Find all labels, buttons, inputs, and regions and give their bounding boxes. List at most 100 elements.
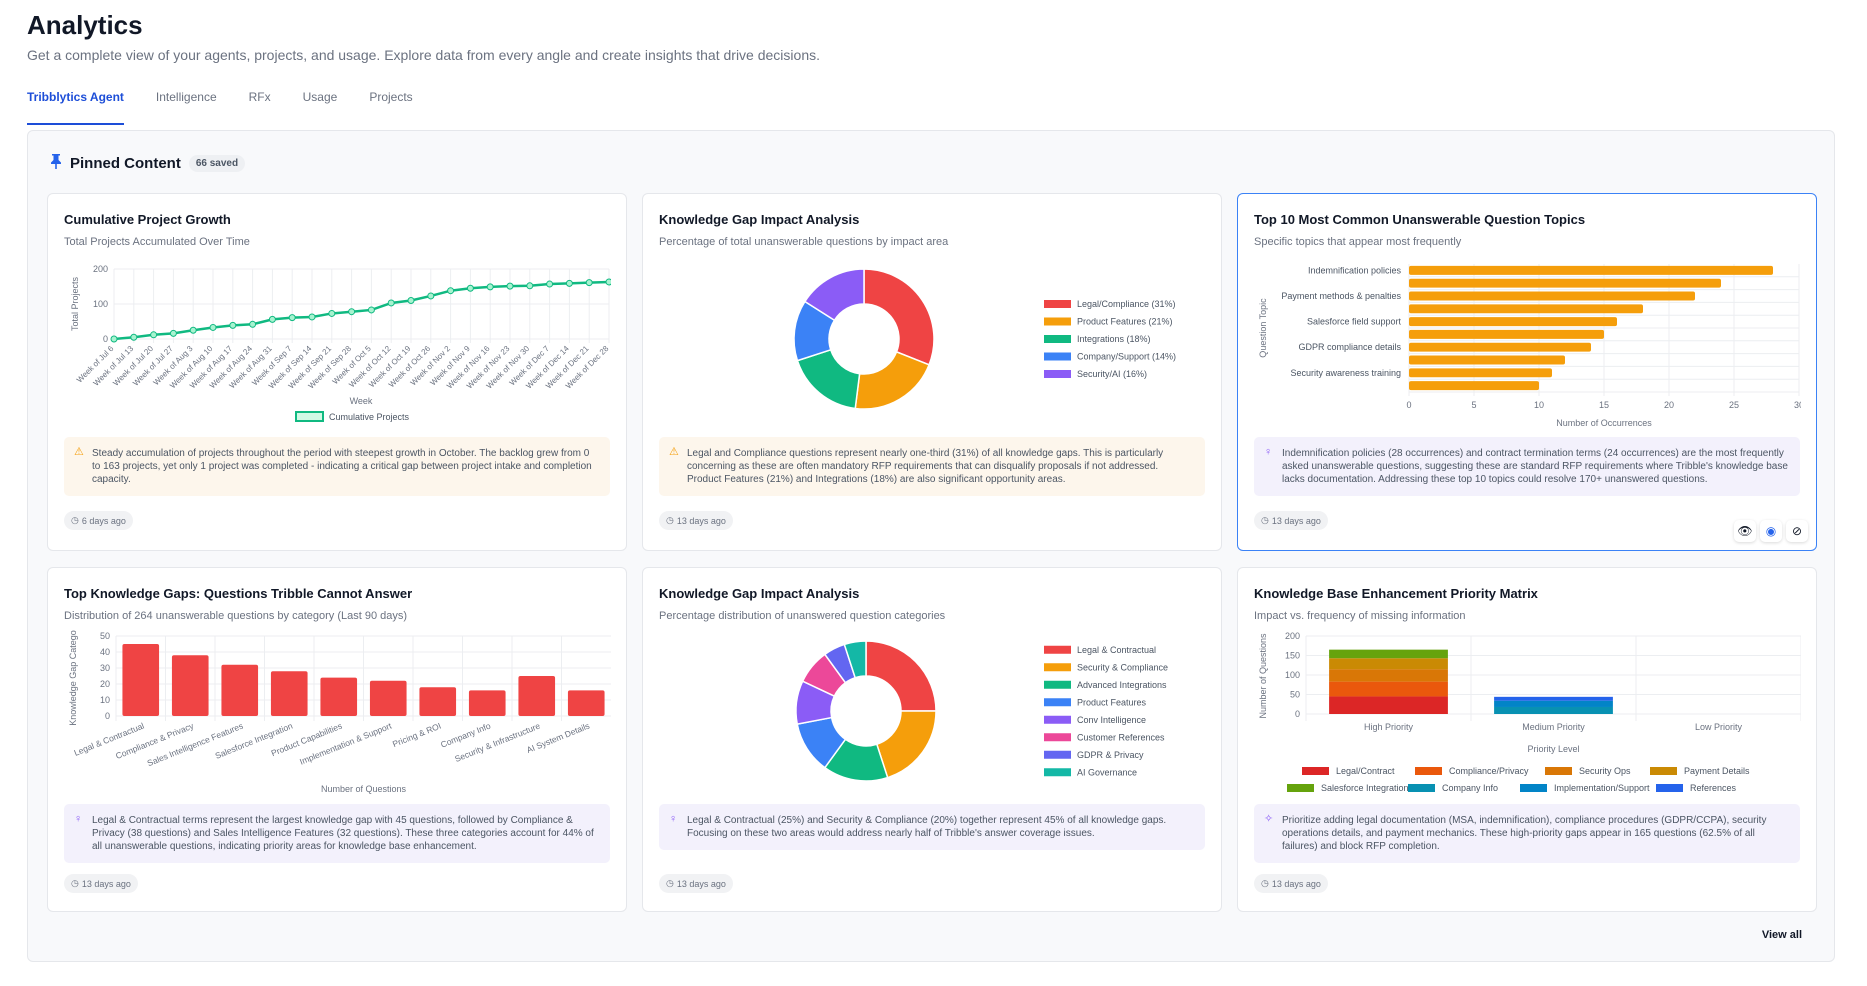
y-axis-label: Question Topic [1258,298,1268,358]
insight-box: ♀ Legal & Contractual (25%) and Security … [659,804,1205,850]
bar [1409,381,1539,391]
unpin-button[interactable]: ⊘ [1786,520,1808,542]
legend-swatch [295,411,324,422]
legend-label: Compliance/Privacy [1449,766,1529,776]
chart-card[interactable]: Top 10 Most Common Unanswerable Question… [1237,193,1817,551]
chart-card[interactable]: Top Knowledge Gaps: Questions Tribble Ca… [47,567,627,912]
saved-count-badge: 66 saved [188,155,246,172]
legend-swatch [1044,300,1071,308]
data-point [605,278,611,286]
legend-label: GDPR & Privacy [1077,750,1144,760]
y-tick-label: Salesforce field support [1307,317,1402,327]
data-point [169,329,177,337]
y-tick-label: GDPR compliance details [1298,342,1401,352]
card-title: Knowledge Gap Impact Analysis [659,586,860,601]
sparkle-icon: ✧ [1264,813,1274,825]
y-axis-label: Total Projects [70,276,80,331]
x-tick-label: 25 [1729,400,1739,410]
y-tick-label: Security awareness training [1290,368,1401,378]
legend-label: Legal & Contractual [1077,645,1156,655]
insight-box: ♀ Indemnification policies (28 occurrence… [1254,437,1800,496]
eye-button[interactable]: 👁 [1734,520,1756,542]
legend-swatch [1520,784,1547,792]
legend-label: Security/AI (16%) [1077,369,1147,379]
unpin-icon: ⊘ [1791,524,1803,538]
y-tick-label: 40 [100,647,110,657]
data-point [209,323,217,331]
data-point [447,287,455,295]
tab-projects[interactable]: Projects [369,90,413,104]
view-all-link[interactable]: View all [1761,929,1802,941]
card-subtitle: Percentage of total unanswerable questio… [659,236,949,248]
clock-icon: ◷ [666,878,674,888]
globe-button[interactable]: ◉ [1760,520,1782,542]
y-axis-label: Knowledge Gap Catego [68,630,78,726]
tab-rfx[interactable]: RFx [248,90,271,104]
data-point [526,282,534,290]
chart-card[interactable]: Cumulative Project Growth Total Projects… [47,193,627,551]
legend-label: Company/Support (14%) [1077,352,1176,362]
insight-text: Prioritize adding legal documentation (M… [1282,815,1767,852]
insight-text: Legal & Contractual terms represent the … [92,815,594,852]
bar [171,655,209,716]
clock-icon: ◷ [71,878,79,888]
timestamp-badge: ◷ 6 days ago [64,511,133,530]
card-subtitle: Total Projects Accumulated Over Time [64,236,250,248]
legend-swatch [1044,698,1071,707]
bar [518,676,556,716]
bar [567,690,605,716]
timestamp-text: 13 days ago [81,878,131,889]
x-tick-label: 0 [1406,400,1411,410]
bar [468,690,506,716]
card-title: Top 10 Most Common Unanswerable Question… [1254,212,1586,227]
clock-icon: ◷ [666,515,674,525]
stacked-bar-segment [1329,696,1448,714]
x-axis-label: Week [350,396,373,406]
globe-icon: ◉ [1765,524,1777,538]
legend-label: Legal/Compliance (31%) [1077,299,1176,309]
lightbulb-icon: ♀ [1264,446,1273,458]
chart-card[interactable]: Knowledge Gap Impact Analysis Percentage… [642,193,1222,551]
data-point [506,282,514,290]
data-point [387,299,395,307]
card-title: Cumulative Project Growth [64,212,231,227]
x-tick-label: Implementation & Support [298,720,393,766]
data-point [249,320,257,328]
data-point [150,331,158,339]
legend-label: References [1690,783,1737,793]
legend-swatch [1287,784,1314,792]
y-axis-label: Number of Questions [1258,633,1268,719]
chart-card[interactable]: Knowledge Gap Impact Analysis Percentage… [642,567,1222,912]
bar [270,671,308,716]
timestamp-text: 13 days ago [1271,878,1321,889]
data-point [130,333,138,341]
tab-tribblytics-agent[interactable]: Tribblytics Agent [27,86,140,125]
legend-label: Implementation/Support [1554,783,1650,793]
tab-intelligence[interactable]: Intelligence [155,90,217,104]
data-point [427,292,435,300]
y-tick-label: 50 [100,631,110,641]
insight-box: ✧ Prioritize adding legal documentation (… [1254,804,1800,863]
card-subtitle: Distribution of 264 unanswerable questio… [64,610,408,622]
donut-slice [875,710,937,779]
card-title: Knowledge Gap Impact Analysis [659,212,860,227]
y-tick-label: 10 [100,695,110,705]
chart-card[interactable]: Knowledge Base Enhancement Priority Matr… [1237,567,1817,912]
x-tick-label: Pricing & ROI [391,721,442,750]
tab-usage[interactable]: Usage [302,90,338,104]
pinned-title: Pinned Content [70,155,181,172]
timestamp-text: 6 days ago [81,515,126,526]
card-title: Top Knowledge Gaps: Questions Tribble Ca… [64,586,413,601]
warning-icon: ⚠ [74,446,84,458]
donut-slice [843,640,867,679]
data-point [328,309,336,317]
legend-swatch [1302,767,1329,775]
insight-box: ⚠ Steady accumulation of projects through… [64,437,610,496]
data-point [308,313,316,321]
x-tick-label: 15 [1599,400,1609,410]
legend-label: Payment Details [1684,766,1750,776]
card-title: Knowledge Base Enhancement Priority Matr… [1254,586,1538,601]
data-point [189,326,197,334]
